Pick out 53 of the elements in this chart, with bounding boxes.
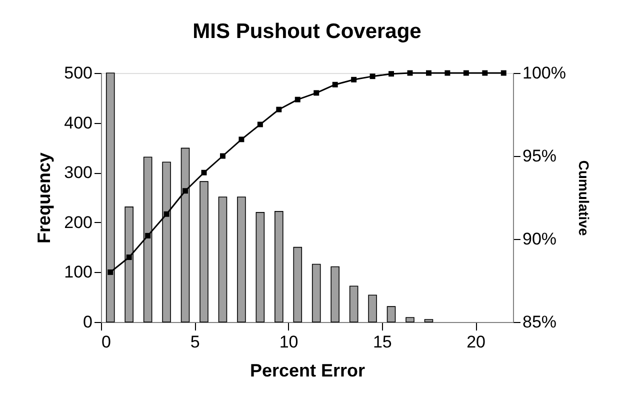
point <box>145 232 151 238</box>
point <box>463 70 469 76</box>
point <box>370 74 376 80</box>
x-axis-title: Percent Error <box>250 360 366 380</box>
bar <box>218 196 228 322</box>
point <box>164 211 170 217</box>
bar <box>424 319 434 322</box>
y-tick-label: 300 <box>64 163 92 182</box>
bar <box>312 264 321 322</box>
point <box>108 269 114 275</box>
y-tick-label: 200 <box>64 212 92 232</box>
bar <box>256 212 265 322</box>
x-tick-label: 5 <box>190 332 200 352</box>
y-tick-label: 0 <box>83 312 92 332</box>
chart-title: MIS Pushout Coverage <box>192 20 422 43</box>
point <box>482 70 488 76</box>
point <box>314 90 320 96</box>
point <box>388 71 394 77</box>
bar <box>349 286 358 322</box>
y2-tick-label: 100% <box>522 64 566 82</box>
point <box>238 136 244 142</box>
x-tick-label: 20 <box>466 332 486 352</box>
point <box>294 96 300 102</box>
y-axis-title: Frequency <box>34 152 54 244</box>
point <box>332 82 338 88</box>
point <box>220 153 226 159</box>
y2-tick-label: 95% <box>522 146 557 166</box>
point <box>351 76 357 82</box>
bar <box>293 246 302 322</box>
point <box>500 70 506 76</box>
x-tick-label: 10 <box>279 332 298 352</box>
bar <box>386 306 396 322</box>
point <box>426 70 432 76</box>
point <box>126 254 132 260</box>
y-tick-label: 500 <box>64 64 92 82</box>
bar <box>368 294 377 322</box>
y-tick-label: 100 <box>64 262 92 282</box>
bar <box>237 196 246 322</box>
x-tick-label: 0 <box>102 332 111 352</box>
bar <box>406 317 414 322</box>
y2-axis-title: Cumulative <box>576 160 592 236</box>
bar <box>200 181 208 322</box>
point <box>444 70 450 76</box>
bar <box>330 266 340 322</box>
y2-tick-label: 90% <box>522 230 557 248</box>
x-tick-label: 15 <box>372 332 392 352</box>
y2-tick-label: 85% <box>522 312 557 332</box>
point <box>276 106 282 112</box>
point <box>201 170 207 176</box>
y-tick-label: 400 <box>64 113 92 132</box>
point <box>257 122 263 128</box>
point <box>182 188 188 194</box>
bar <box>274 211 284 322</box>
